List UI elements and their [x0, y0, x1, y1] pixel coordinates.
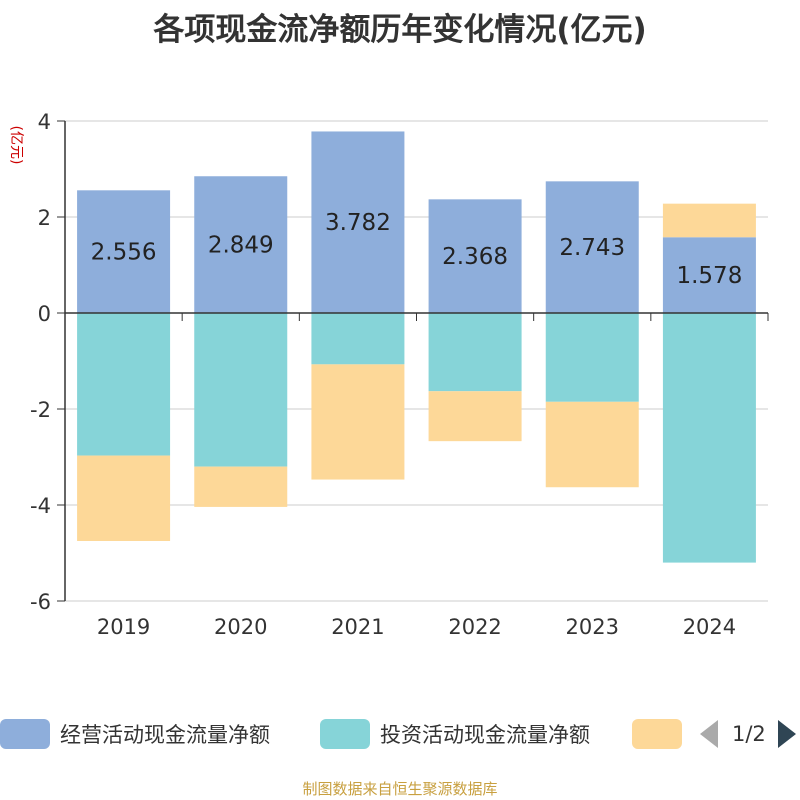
- bar-2024-series-0: [662, 237, 756, 313]
- x-tick-label: 2023: [566, 615, 619, 639]
- legend-pager: 1/2: [700, 716, 796, 752]
- legend-item-financing[interactable]: [632, 716, 682, 752]
- data-label: 1.578: [676, 263, 742, 289]
- legend-item-investing[interactable]: 投资活动现金流量净额: [320, 716, 590, 752]
- bar-2023-series-0: [545, 181, 639, 313]
- bar-2024-series-2: [662, 203, 756, 238]
- bar-2023-series-1: [545, 313, 639, 402]
- y-tick-label: 2: [38, 206, 51, 230]
- legend-label-operating: 经营活动现金流量净额: [60, 723, 270, 747]
- bar-2022-series-0: [428, 199, 522, 313]
- y-tick-label: -2: [30, 398, 51, 422]
- y-tick-label: -4: [30, 494, 51, 518]
- bar-2021-series-0: [311, 131, 405, 313]
- source-note: 制图数据来自恒生聚源数据库: [302, 780, 498, 798]
- legend: 经营活动现金流量净额 投资活动现金流量净额 1/2: [0, 716, 800, 756]
- bar-2021-series-2: [311, 364, 405, 480]
- bar-2019-series-1: [77, 313, 171, 456]
- legend-swatch-investing: [320, 719, 370, 749]
- x-tick-label: 2022: [448, 615, 501, 639]
- bar-2020-series-0: [194, 176, 288, 313]
- x-tick-label: 2020: [214, 615, 267, 639]
- chart-title: 各项现金流净额历年变化情况(亿元): [153, 12, 647, 48]
- bar-2020-series-1: [194, 313, 288, 467]
- bar-2022-series-1: [428, 313, 522, 392]
- data-label: 2.556: [91, 240, 157, 266]
- bar-2024-series-1: [662, 313, 756, 563]
- data-label: 2.368: [442, 244, 508, 270]
- data-label: 2.743: [559, 235, 625, 261]
- y-tick-label: 4: [38, 110, 51, 134]
- bar-2021-series-1: [311, 313, 405, 365]
- bar-2020-series-2: [194, 466, 288, 507]
- legend-next-icon[interactable]: [777, 720, 796, 748]
- bar-2022-series-2: [428, 391, 522, 442]
- legend-label-investing: 投资活动现金流量净额: [380, 723, 590, 747]
- x-tick-label: 2021: [331, 615, 384, 639]
- legend-swatch-operating: [0, 719, 50, 749]
- legend-page-indicator: 1/2: [732, 722, 766, 746]
- y-axis-label: (亿元): [8, 126, 24, 165]
- chart-canvas: 4 2 0 -2 -4 -6 (亿元) 2.556 2019 2.849 2020 3.782 2021…: [8, 110, 769, 639]
- data-label: 2.849: [208, 233, 274, 259]
- bar-2019-series-2: [77, 455, 171, 541]
- legend-prev-icon[interactable]: [700, 720, 718, 748]
- legend-swatch-financing: [632, 719, 682, 749]
- y-tick-label: -6: [30, 590, 51, 614]
- x-tick-label: 2024: [683, 615, 736, 639]
- bar-2019-series-0: [77, 190, 171, 313]
- x-tick-label: 2019: [97, 615, 150, 639]
- bar-2023-series-2: [545, 401, 639, 488]
- y-tick-label: 0: [38, 302, 51, 326]
- data-label: 3.782: [325, 210, 391, 236]
- legend-item-operating[interactable]: 经营活动现金流量净额: [0, 716, 270, 752]
